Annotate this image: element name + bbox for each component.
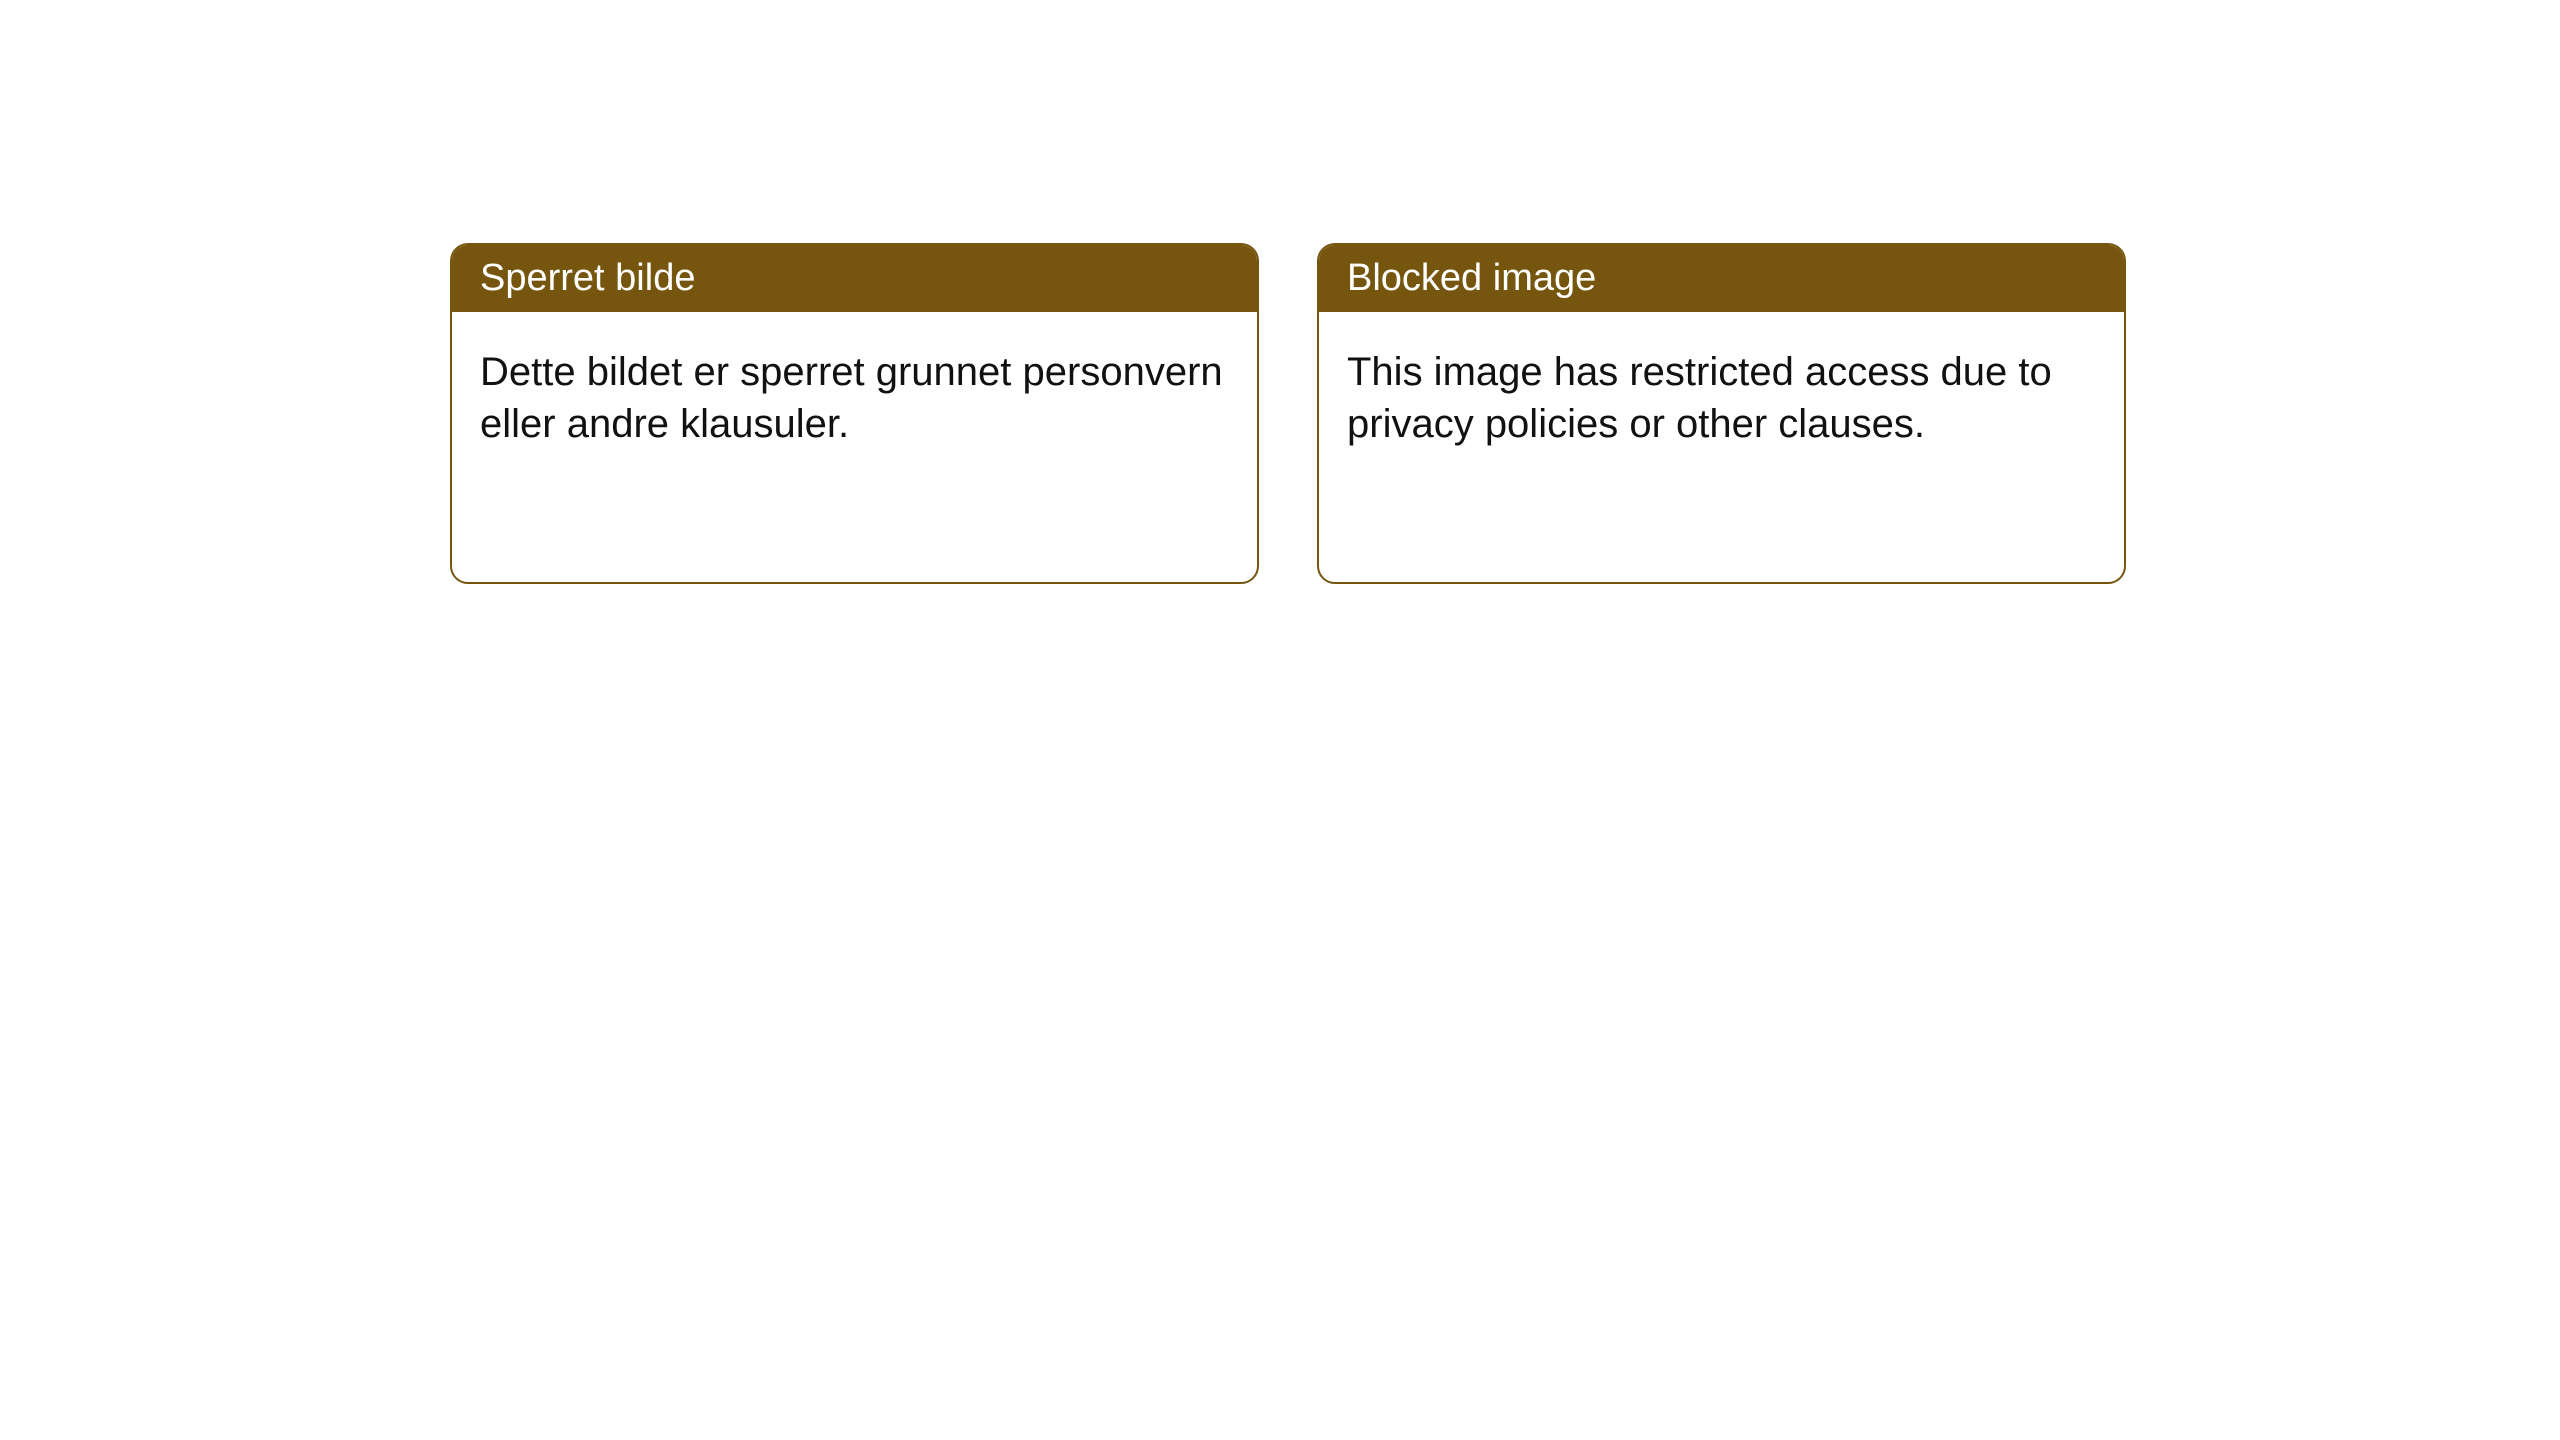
- notice-text: This image has restricted access due to …: [1347, 350, 2052, 446]
- notice-container: Sperret bilde Dette bildet er sperret gr…: [0, 0, 2560, 584]
- notice-body: This image has restricted access due to …: [1319, 312, 2124, 582]
- notice-box-english: Blocked image This image has restricted …: [1317, 243, 2126, 584]
- notice-text: Dette bildet er sperret grunnet personve…: [480, 350, 1223, 446]
- notice-box-norwegian: Sperret bilde Dette bildet er sperret gr…: [450, 243, 1259, 584]
- notice-title: Sperret bilde: [480, 257, 695, 299]
- notice-header: Sperret bilde: [452, 245, 1257, 312]
- notice-title: Blocked image: [1347, 257, 1596, 299]
- notice-body: Dette bildet er sperret grunnet personve…: [452, 312, 1257, 582]
- notice-header: Blocked image: [1319, 245, 2124, 312]
